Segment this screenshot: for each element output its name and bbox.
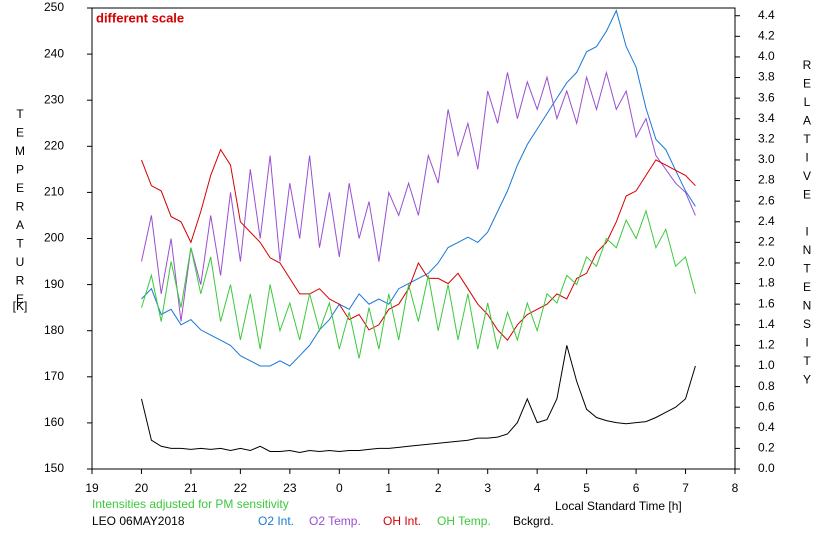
y2-tick-label: 0.2 <box>758 441 775 455</box>
x-tick-label: 21 <box>184 481 198 495</box>
series-line <box>141 209 696 359</box>
annotation: different scale <box>96 10 184 25</box>
y-axis-unit: [K] <box>13 299 28 313</box>
y2-tick-label: 1.2 <box>758 338 775 352</box>
x-tick-label: 7 <box>682 481 689 495</box>
y-tick-label: 220 <box>44 138 64 152</box>
legend-entry: O2 Temp. <box>309 514 361 528</box>
y2-tick-label: 0.4 <box>758 420 775 434</box>
x-tick-label: 3 <box>484 481 491 495</box>
y2-tick-label: 2.6 <box>758 193 775 207</box>
x-tick-label: 20 <box>135 481 149 495</box>
y-tick-label: 170 <box>44 369 64 383</box>
y-tick-label: 190 <box>44 277 64 291</box>
x-tick-label: 22 <box>234 481 248 495</box>
y2-tick-label: 0.6 <box>758 399 775 413</box>
x-tick-label: 4 <box>534 481 541 495</box>
y-tick-label: 150 <box>44 461 64 475</box>
y2-tick-label: 3.4 <box>758 111 775 125</box>
y2-tick-label: 3.2 <box>758 132 775 146</box>
y2-tick-label: 1.4 <box>758 317 775 331</box>
x-tick-label: 2 <box>435 481 442 495</box>
y2-tick-label: 2.2 <box>758 235 775 249</box>
y2-tick-label: 2.0 <box>758 255 775 269</box>
y2-tick-label: 1.8 <box>758 276 775 290</box>
series-line <box>141 70 696 322</box>
legend-entry: Bckgrd. <box>513 514 554 528</box>
series-line <box>141 148 696 342</box>
y-tick-label: 200 <box>44 231 64 245</box>
y-tick-label: 250 <box>44 0 64 14</box>
legend-entry: OH Temp. <box>437 514 491 528</box>
legend-entry: O2 Int. <box>258 514 294 528</box>
y2-tick-label: 3.6 <box>758 90 775 104</box>
y-tick-label: 180 <box>44 323 64 337</box>
y-tick-label: 240 <box>44 46 64 60</box>
y2-tick-label: 2.4 <box>758 214 775 228</box>
y2-tick-label: 0.8 <box>758 379 775 393</box>
y2-tick-label: 4.4 <box>758 8 775 22</box>
y-tick-label: 230 <box>44 92 64 106</box>
y2-tick-label: 1.0 <box>758 358 775 372</box>
x-tick-label: 5 <box>583 481 590 495</box>
station-label: LEO 06MAY2018 <box>92 514 185 528</box>
y2-tick-label: 3.8 <box>758 70 775 84</box>
x-tick-label: 8 <box>732 481 739 495</box>
series-line <box>141 9 696 367</box>
x-axis-label: Local Standard Time [h] <box>555 499 682 513</box>
x-tick-label: 1 <box>385 481 392 495</box>
y2-tick-label: 1.6 <box>758 296 775 310</box>
x-tick-label: 0 <box>336 481 343 495</box>
legend-entry: OH Int. <box>383 514 421 528</box>
series-line <box>141 345 696 454</box>
y2-tick-label: 4.2 <box>758 29 775 43</box>
y2-tick-label: 3.0 <box>758 152 775 166</box>
y2-tick-label: 0.0 <box>758 461 775 475</box>
y2-tick-label: 2.8 <box>758 173 775 187</box>
y-tick-label: 210 <box>44 185 64 199</box>
y-tick-label: 160 <box>44 415 64 429</box>
x-tick-label: 23 <box>283 481 297 495</box>
x-tick-label: 6 <box>633 481 640 495</box>
note: Intensities adjusted for PM sensitivity <box>92 497 289 511</box>
x-tick-label: 19 <box>85 481 99 495</box>
y2-tick-label: 4.0 <box>758 49 775 63</box>
